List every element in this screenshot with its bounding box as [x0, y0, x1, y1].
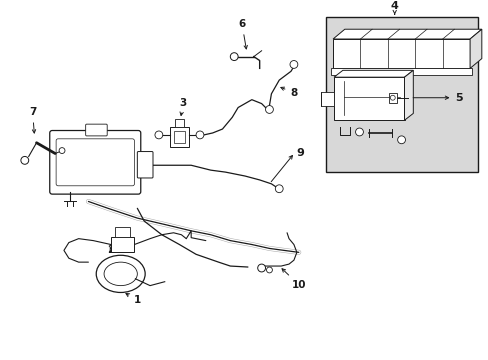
Bar — [115, 227, 130, 237]
Text: 7: 7 — [29, 107, 36, 133]
Bar — [169, 127, 189, 147]
Text: 4: 4 — [390, 1, 398, 11]
Circle shape — [230, 53, 238, 60]
Polygon shape — [469, 29, 481, 68]
Circle shape — [257, 264, 265, 272]
Text: 9: 9 — [296, 148, 304, 158]
Ellipse shape — [104, 262, 137, 285]
Circle shape — [21, 157, 29, 164]
Circle shape — [389, 95, 394, 100]
Circle shape — [59, 148, 65, 153]
Text: 1: 1 — [126, 293, 141, 305]
Polygon shape — [404, 70, 412, 120]
FancyBboxPatch shape — [388, 93, 396, 103]
Circle shape — [275, 185, 283, 193]
Text: 3: 3 — [180, 98, 186, 116]
Text: 2: 2 — [107, 246, 115, 255]
Text: 6: 6 — [238, 19, 247, 49]
Text: 8: 8 — [280, 87, 297, 98]
FancyBboxPatch shape — [50, 131, 141, 194]
Circle shape — [355, 128, 363, 136]
Polygon shape — [333, 70, 412, 77]
Bar — [173, 131, 185, 143]
Circle shape — [289, 60, 297, 68]
Bar — [174, 119, 184, 127]
Ellipse shape — [96, 255, 145, 292]
Bar — [111, 237, 134, 252]
Text: 5: 5 — [454, 93, 462, 103]
FancyBboxPatch shape — [85, 124, 107, 136]
Bar — [325, 18, 477, 172]
FancyBboxPatch shape — [56, 139, 134, 186]
Circle shape — [266, 267, 272, 273]
FancyBboxPatch shape — [137, 152, 153, 178]
Circle shape — [155, 131, 163, 139]
Circle shape — [265, 105, 273, 113]
Circle shape — [196, 131, 203, 139]
Bar — [332, 39, 469, 68]
Bar — [330, 68, 471, 75]
Text: 10: 10 — [282, 269, 305, 290]
Polygon shape — [332, 29, 481, 39]
Circle shape — [397, 136, 405, 144]
Bar — [321, 92, 333, 105]
Bar — [333, 77, 404, 120]
